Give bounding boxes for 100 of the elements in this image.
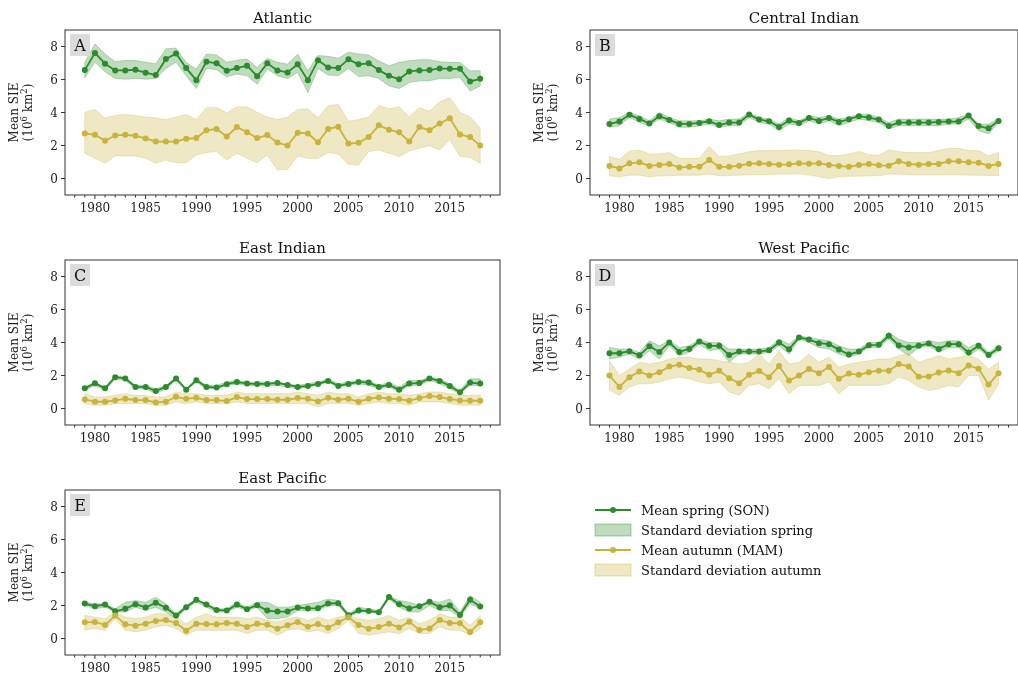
point (835, 162, 842, 169)
point (456, 131, 463, 138)
point (112, 608, 119, 615)
point (152, 399, 159, 406)
point (686, 345, 693, 352)
point (406, 380, 413, 387)
point (426, 598, 433, 605)
point (304, 130, 311, 137)
point (616, 118, 623, 125)
point (666, 339, 673, 346)
point (746, 111, 753, 118)
point (112, 397, 119, 404)
point (985, 381, 992, 388)
point (796, 372, 803, 379)
point (945, 367, 952, 374)
point (203, 397, 210, 404)
point (264, 60, 271, 67)
point (314, 380, 321, 387)
point (436, 65, 443, 72)
point (945, 118, 952, 125)
point (122, 621, 129, 628)
point (213, 621, 220, 628)
point (776, 161, 783, 168)
point (975, 159, 982, 166)
point (284, 396, 291, 403)
point (102, 60, 109, 67)
point (294, 395, 301, 402)
point (477, 380, 484, 387)
point (142, 69, 149, 76)
chart-title: Atlantic (251, 9, 313, 27)
point (477, 75, 484, 82)
point (416, 379, 423, 386)
point (716, 163, 723, 170)
point (365, 379, 372, 386)
point (396, 386, 403, 393)
point (626, 348, 633, 355)
point (885, 123, 892, 130)
point (91, 131, 98, 138)
point (314, 57, 321, 64)
point (426, 67, 433, 74)
point (284, 69, 291, 76)
point (686, 120, 693, 127)
x-tick-label: 1985 (130, 431, 161, 445)
point (746, 348, 753, 355)
point (132, 622, 139, 629)
point (223, 133, 230, 140)
point (467, 78, 474, 85)
point (203, 601, 210, 608)
point (274, 379, 281, 386)
point (193, 377, 200, 384)
point (786, 346, 793, 353)
point (686, 365, 693, 372)
y-tick-label: 6 (575, 302, 583, 317)
point (736, 380, 743, 387)
point (335, 65, 342, 72)
point (915, 342, 922, 349)
point (646, 343, 653, 350)
y-tick-label: 6 (50, 72, 58, 87)
point (905, 160, 912, 167)
point (796, 334, 803, 341)
point (91, 603, 98, 610)
point (726, 352, 733, 359)
point (223, 381, 230, 388)
point (142, 383, 149, 390)
point (183, 386, 190, 393)
point (935, 118, 942, 125)
point (477, 397, 484, 404)
point (835, 346, 842, 353)
point (264, 607, 271, 614)
point (995, 117, 1002, 124)
y-tick-label: 8 (575, 39, 583, 54)
point (706, 118, 713, 125)
y-tick-label: 4 (575, 335, 584, 350)
x-tick-label: 1980 (79, 201, 111, 215)
point (825, 161, 832, 168)
x-tick-label: 2005 (853, 431, 885, 445)
point (284, 142, 291, 149)
point (676, 348, 683, 355)
point (102, 385, 109, 392)
x-tick-label: 1980 (79, 431, 111, 445)
y-tick-label: 2 (50, 368, 58, 383)
x-tick-label: 2010 (383, 431, 415, 445)
point (355, 607, 362, 614)
x-tick-label: 1985 (130, 201, 161, 215)
point (776, 124, 783, 131)
point (406, 605, 413, 612)
point (446, 602, 453, 609)
point (375, 394, 382, 401)
point (284, 622, 291, 629)
point (162, 604, 169, 611)
point (776, 339, 783, 346)
point (706, 342, 713, 349)
point (254, 135, 261, 142)
point (142, 397, 149, 404)
point (396, 396, 403, 403)
point (254, 73, 261, 80)
point (815, 117, 822, 124)
x-tick-label: 2005 (333, 661, 364, 675)
point (935, 160, 942, 167)
x-tick-label: 2000 (803, 201, 835, 215)
